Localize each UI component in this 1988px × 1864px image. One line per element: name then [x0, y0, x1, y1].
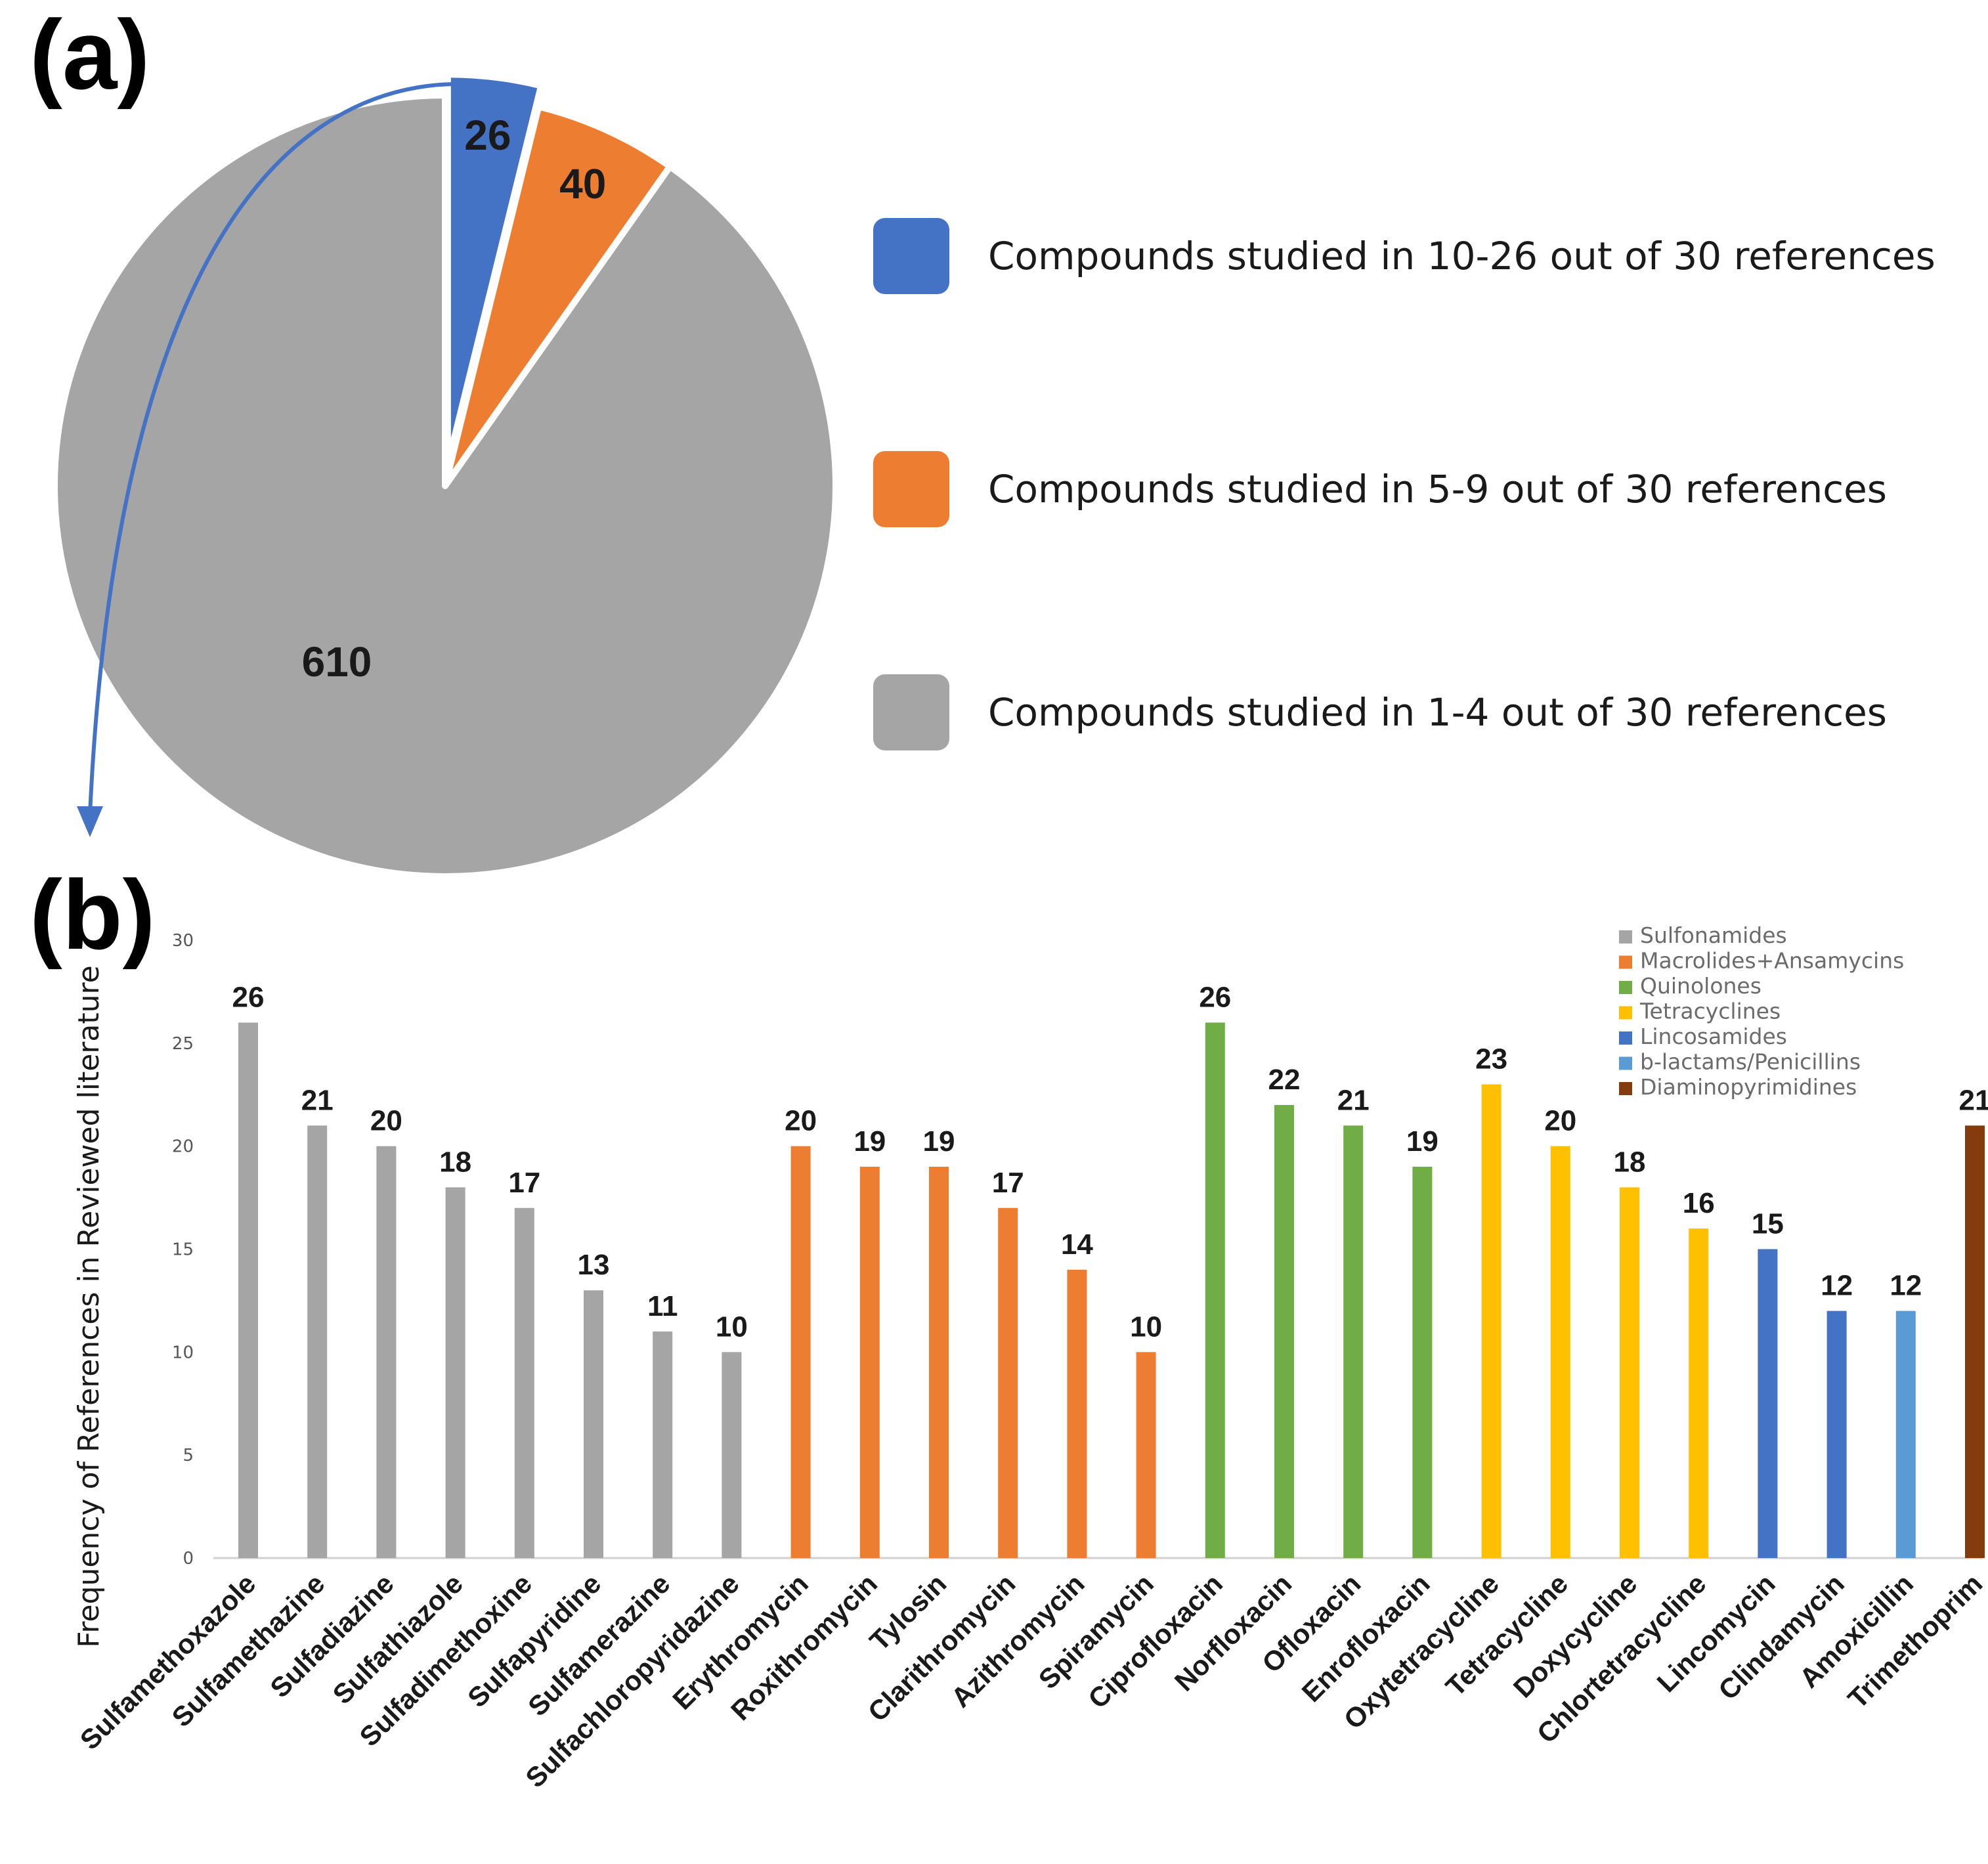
bar-legend-label: b-lactams/Penicillins: [1640, 1049, 1861, 1075]
y-tick-label: 20: [172, 1137, 194, 1157]
bar-legend-swatch: [1619, 1056, 1632, 1070]
bar-value-label: 19: [854, 1125, 886, 1158]
pie-chart: 26 40 610: [51, 71, 840, 880]
panel-a-label: (a): [30, 0, 150, 110]
bar-legend-swatch: [1619, 1006, 1632, 1020]
pie-slice-label: 40: [559, 160, 606, 207]
bar-azithromycin: [1067, 1269, 1087, 1558]
bar-value-label: 26: [1199, 981, 1231, 1013]
bar-trimethoprim: [1965, 1125, 1985, 1558]
pie-slice-label: 26: [464, 112, 511, 159]
bar-legend-swatch: [1619, 981, 1632, 994]
bar-legend-swatch: [1619, 1031, 1632, 1045]
bar-value-label: 26: [232, 981, 265, 1013]
pie-legend-swatch: [873, 218, 949, 294]
bar-value-label: 18: [439, 1146, 471, 1178]
y-tick-label: 5: [183, 1446, 194, 1465]
bar-legend-label: Macrolides+Ansamycins: [1640, 948, 1904, 974]
bar-ofloxacin: [1343, 1125, 1364, 1558]
pie-slice-610: [51, 92, 840, 880]
bar-legend-swatch: [1619, 1082, 1632, 1095]
bar-value-label: 21: [1337, 1084, 1370, 1116]
bar-sulfamethazine: [307, 1125, 328, 1558]
y-tick-label: 15: [172, 1240, 194, 1260]
y-tick-label: 25: [172, 1034, 194, 1054]
bar-value-label: 19: [1406, 1125, 1438, 1158]
y-tick-label: 30: [172, 931, 194, 951]
bar-value-label: 19: [923, 1125, 955, 1158]
bar-spiramycin: [1136, 1352, 1156, 1558]
pie-slice-40: [442, 103, 674, 489]
bar-chlortetracycline: [1689, 1228, 1709, 1558]
bar-legend-label: Tetracyclines: [1639, 999, 1781, 1024]
bar-value-label: 18: [1614, 1146, 1646, 1178]
bar-legend-swatch: [1619, 930, 1632, 943]
bar-sulfathiazole: [445, 1187, 465, 1558]
y-tick-label: 0: [183, 1549, 194, 1569]
bar-oxytetracycline: [1481, 1084, 1502, 1558]
bar-value-label: 23: [1475, 1043, 1507, 1075]
y-axis-ticks: 0 5 10 15 20 25 30: [172, 931, 194, 1569]
bar-erythromycin: [790, 1146, 811, 1558]
bar-sulfadimethoxine: [514, 1207, 534, 1558]
y-axis-label: Frequency of References in Reviewed lite…: [72, 965, 106, 1647]
bar-value-label: 10: [716, 1311, 748, 1343]
bar-value-label: 17: [992, 1167, 1024, 1199]
category-labels: SulfamethoxazoleSulfamethazineSulfadiazi…: [74, 1568, 1988, 1793]
bar-sulfadiazine: [376, 1146, 397, 1558]
bar-legend-label: Quinolones: [1640, 973, 1761, 999]
pie-legend-label: Compounds studied in 5-9 out of 30 refer…: [988, 467, 1887, 511]
bar-norfloxacin: [1274, 1104, 1294, 1558]
bar-legend-label: Lincosamides: [1640, 1024, 1787, 1049]
bar-clarithromycin: [998, 1207, 1018, 1558]
bar-value-label: 20: [370, 1105, 402, 1137]
bar-sulfamethoxazole: [238, 1022, 258, 1558]
pie-slice-label: 610: [302, 638, 372, 685]
bar-value-label: 22: [1268, 1064, 1301, 1096]
bar-legend-label: Sulfonamides: [1640, 922, 1787, 948]
bar-value-label: 17: [508, 1167, 540, 1199]
bar-value-label: 21: [1959, 1084, 1988, 1116]
bar-value-label: 11: [647, 1290, 678, 1322]
bar-value-label: 12: [1821, 1270, 1853, 1302]
pie-legend-label: Compounds studied in 10-26 out of 30 ref…: [988, 234, 1935, 278]
connector-arrow: [77, 81, 468, 837]
bar-doxycycline: [1620, 1187, 1639, 1558]
bar-roxithromycin: [859, 1167, 880, 1558]
pie-legend-label: Compounds studied in 1-4 out of 30 refer…: [988, 690, 1887, 735]
bar-sulfachloropyridazine: [722, 1352, 742, 1558]
bar-legend-swatch: [1619, 955, 1632, 969]
bar-clindamycin: [1826, 1311, 1847, 1558]
pie-legend: Compounds studied in 10-26 out of 30 ref…: [873, 218, 1935, 750]
pie-legend-swatch: [873, 674, 949, 750]
bar-value-label: 13: [578, 1249, 610, 1281]
bar-value-label: 15: [1752, 1208, 1784, 1240]
bar-enrofloxacin: [1412, 1167, 1433, 1558]
bar-value-label: 14: [1061, 1228, 1093, 1261]
pie-legend-swatch: [873, 451, 949, 527]
bar-value-labels: 26 21 20 18 17 13 11 10 20 19 19 17 14 10 26 22 21 19 23 20…: [232, 981, 1988, 1343]
connector-arrow-line: [88, 81, 468, 815]
connector-arrow-head: [77, 806, 103, 837]
bar-value-label: 16: [1683, 1187, 1715, 1219]
bar-sulfapyridine: [584, 1290, 603, 1558]
bar-ciprofloxacin: [1205, 1022, 1225, 1558]
bar-value-label: 20: [1544, 1105, 1576, 1137]
bar-amoxicillin: [1895, 1311, 1916, 1558]
bar-value-label: 21: [301, 1084, 334, 1116]
bar-legend-label: Diaminopyrimidines: [1640, 1074, 1857, 1100]
panel-b-label: (b): [30, 859, 156, 970]
bar-sulfamerazine: [653, 1331, 673, 1558]
bar-legend: SulfonamidesMacrolides+AnsamycinsQuinolo…: [1619, 922, 1904, 1100]
bar-series: [238, 1022, 1985, 1558]
bar-tetracycline: [1550, 1146, 1570, 1558]
bar-value-label: 20: [785, 1105, 817, 1137]
bar-tylosin: [929, 1167, 949, 1558]
bar-lincomycin: [1758, 1249, 1778, 1558]
y-tick-label: 10: [172, 1343, 194, 1362]
bar-value-label: 10: [1130, 1311, 1162, 1343]
bar-value-label: 12: [1890, 1270, 1922, 1302]
